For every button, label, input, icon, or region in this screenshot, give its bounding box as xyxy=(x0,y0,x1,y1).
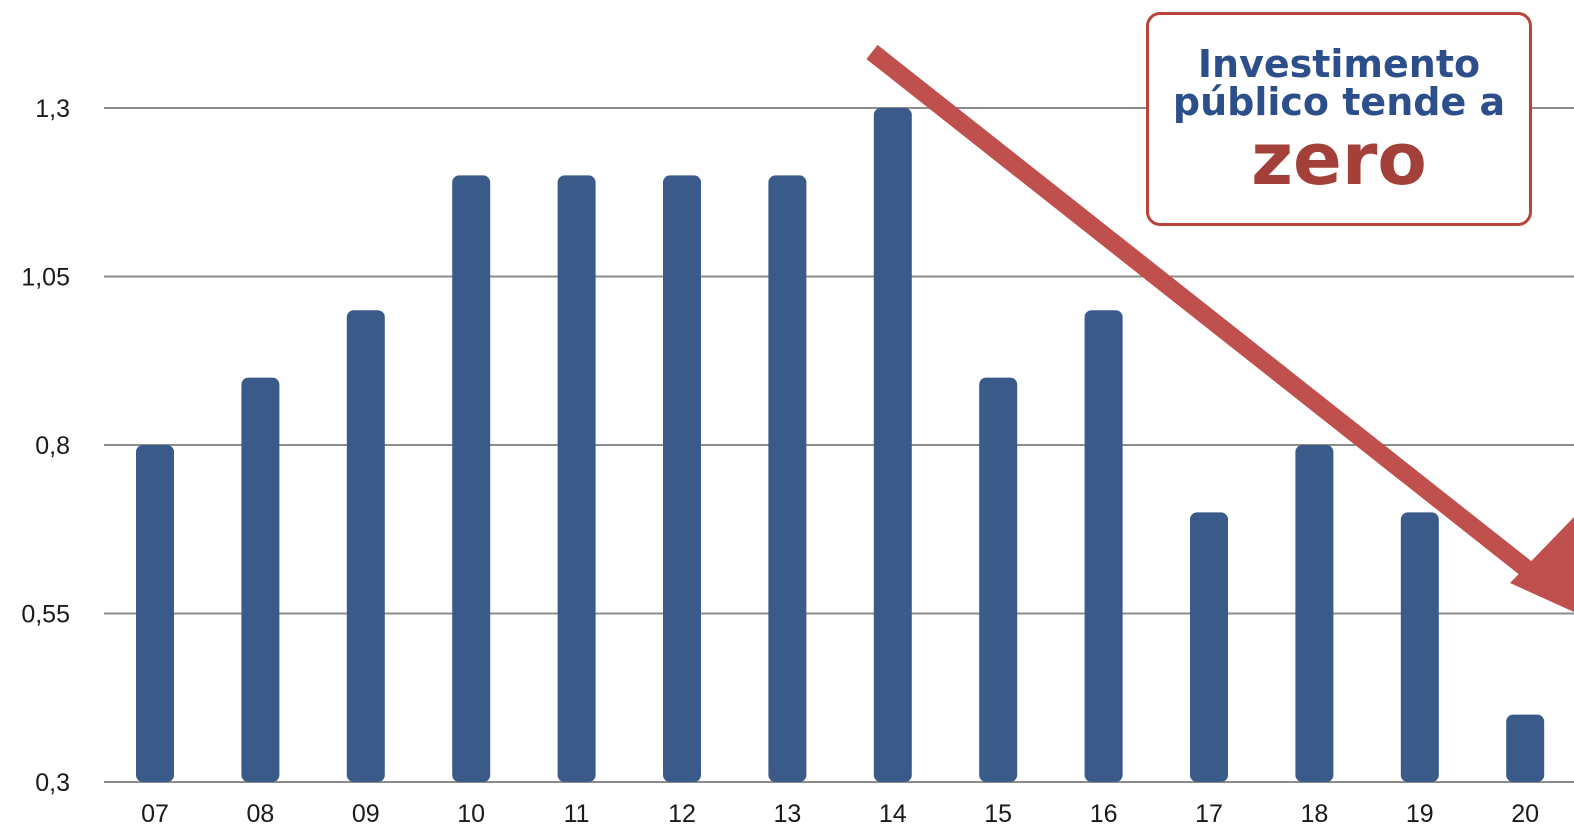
y-tick-label: 0,3 xyxy=(35,769,70,797)
x-tick-label: 18 xyxy=(1300,800,1328,828)
trend-arrow-shaft xyxy=(866,44,1534,578)
y-tick-label: 0,55 xyxy=(21,601,70,629)
x-tick-label: 15 xyxy=(984,800,1012,828)
bar-10 xyxy=(452,175,491,782)
bar-09 xyxy=(346,310,385,782)
callout-line-1: Investimento xyxy=(1197,42,1481,86)
x-tick-label: 13 xyxy=(773,800,801,828)
bar-11 xyxy=(557,175,596,782)
bar-20 xyxy=(1506,714,1545,782)
bar-14 xyxy=(873,108,912,782)
x-tick-label: 14 xyxy=(879,800,907,828)
x-tick-label: 12 xyxy=(668,800,696,828)
bar-08 xyxy=(241,377,280,782)
y-tick-label: 1,05 xyxy=(21,264,70,292)
bar-13 xyxy=(768,175,807,782)
trend-arrow-head xyxy=(1510,517,1574,612)
bar-18 xyxy=(1295,445,1334,782)
callout-box: Investimento público tende a zero xyxy=(1146,12,1532,226)
y-axis-ticks: 0,3 0,55 0,8 1,05 1,3 xyxy=(21,95,70,797)
x-axis-ticks: 07 08 09 10 11 12 13 14 15 16 17 18 19 20 xyxy=(141,800,1539,828)
callout-emphasis: zero xyxy=(1251,117,1427,201)
x-tick-label: 11 xyxy=(564,800,590,828)
x-tick-label: 19 xyxy=(1406,800,1434,828)
callout-line-2: público tende a xyxy=(1172,80,1506,124)
bar-15 xyxy=(979,377,1018,782)
bar-12 xyxy=(663,175,701,782)
x-tick-label: 17 xyxy=(1195,800,1223,828)
bar-19 xyxy=(1400,512,1439,782)
x-tick-label: 08 xyxy=(246,800,274,828)
bar-17 xyxy=(1190,512,1228,782)
x-tick-label: 20 xyxy=(1511,800,1539,828)
x-tick-label: 09 xyxy=(352,800,380,828)
y-tick-label: 1,3 xyxy=(35,95,70,123)
trend-arrow xyxy=(866,44,1574,612)
bar-07 xyxy=(136,445,174,782)
bars xyxy=(136,108,1545,782)
bar-16 xyxy=(1084,310,1123,782)
x-tick-label: 16 xyxy=(1090,800,1118,828)
x-tick-label: 07 xyxy=(141,800,169,828)
x-tick-label: 10 xyxy=(457,800,485,828)
y-tick-label: 0,8 xyxy=(35,432,70,460)
